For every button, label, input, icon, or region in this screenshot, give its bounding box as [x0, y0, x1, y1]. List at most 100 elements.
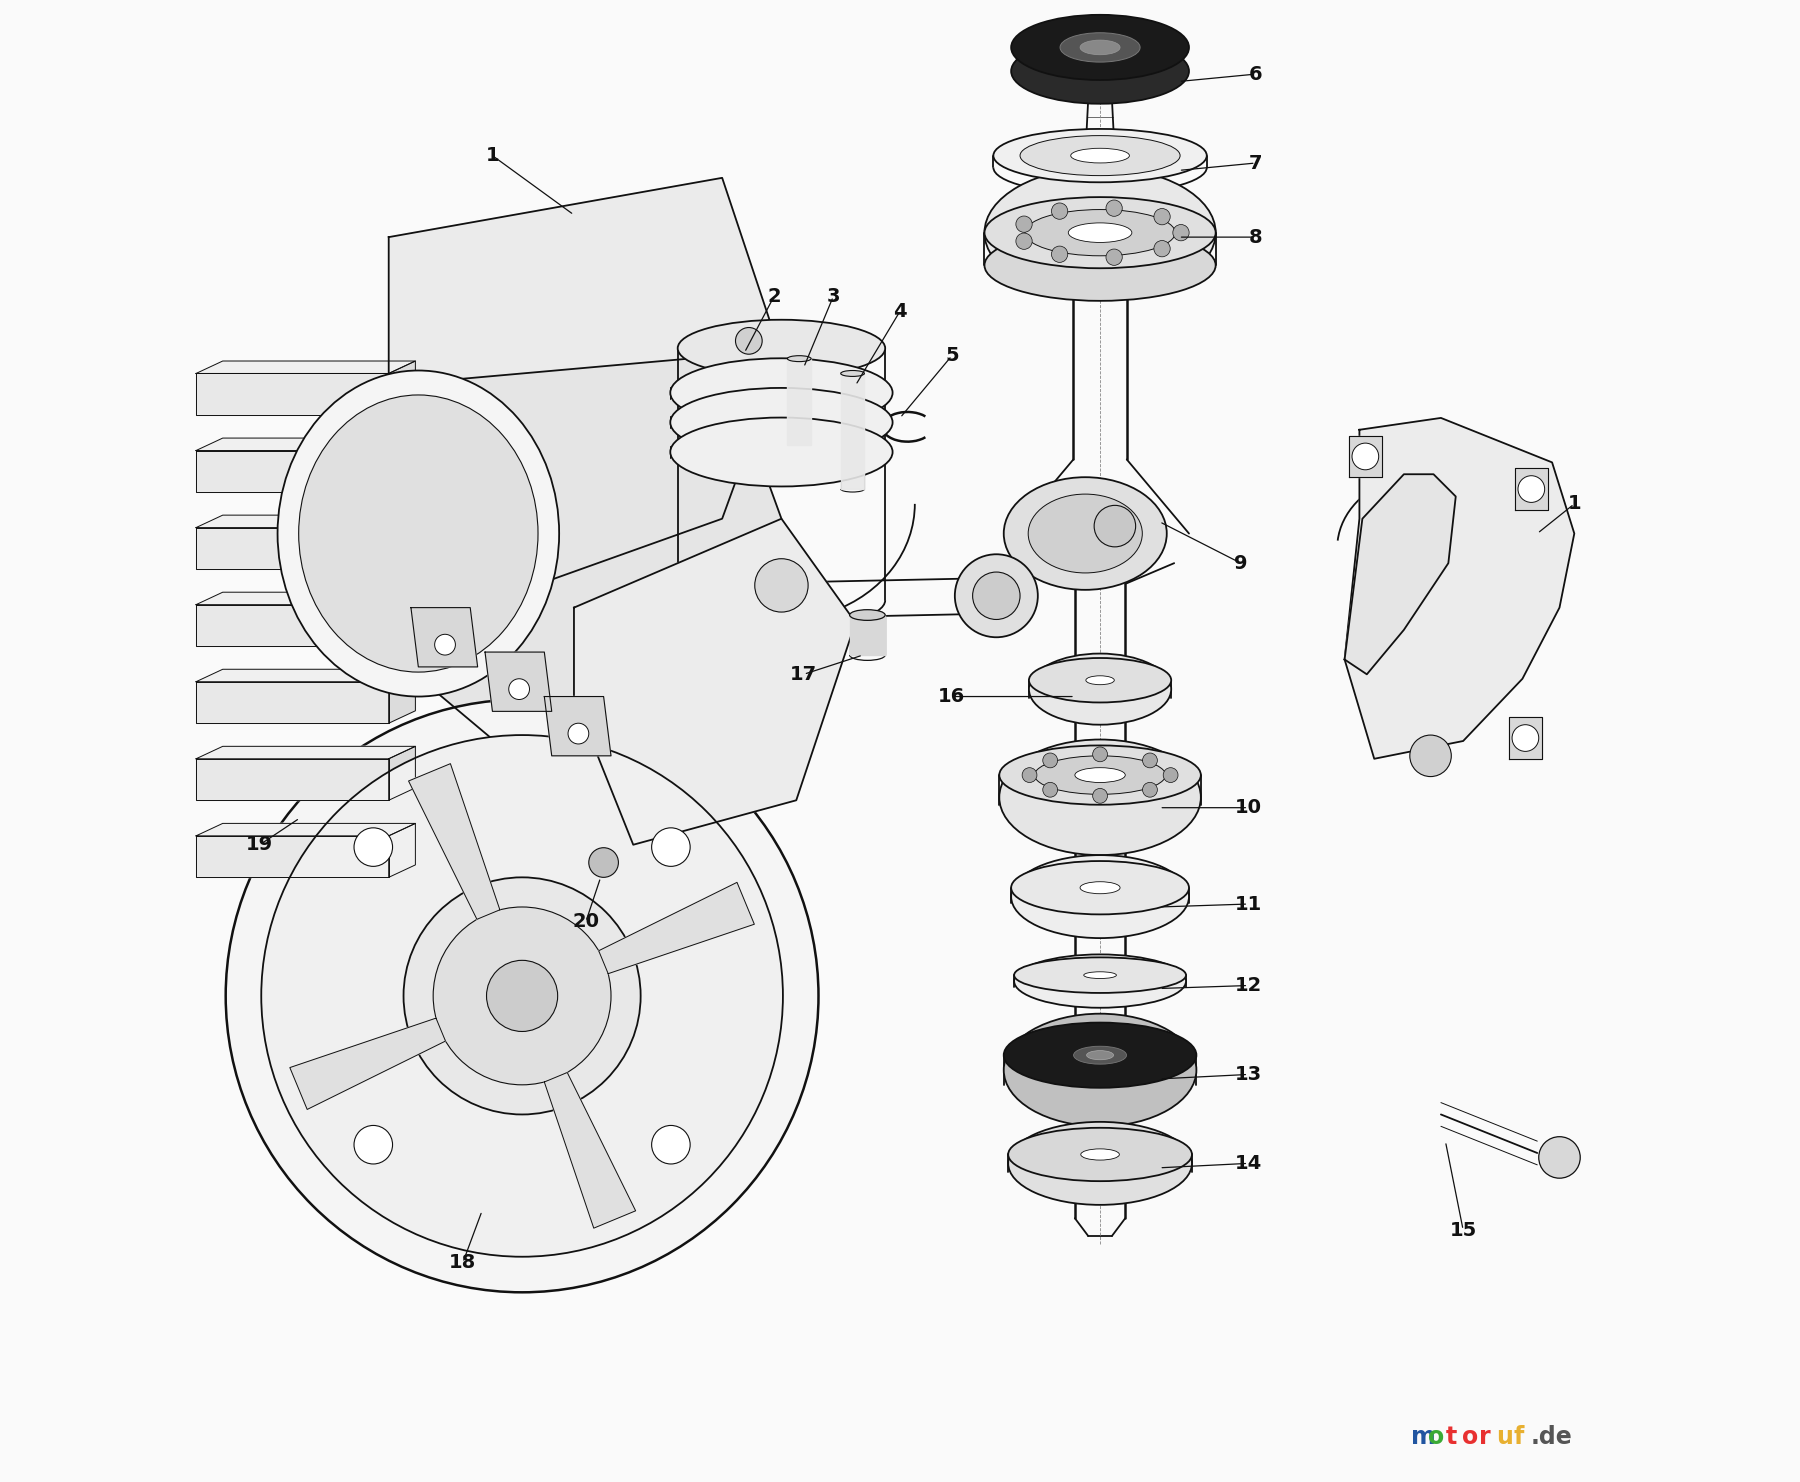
Ellipse shape	[999, 740, 1201, 855]
Text: 12: 12	[1235, 977, 1262, 994]
Circle shape	[1105, 200, 1121, 216]
Ellipse shape	[299, 394, 538, 673]
Circle shape	[1051, 203, 1067, 219]
Circle shape	[434, 907, 610, 1085]
Circle shape	[1022, 768, 1037, 782]
Circle shape	[434, 634, 455, 655]
Text: 8: 8	[1249, 228, 1262, 246]
Polygon shape	[196, 373, 389, 415]
Circle shape	[1105, 249, 1121, 265]
Text: 19: 19	[247, 836, 274, 854]
Text: 3: 3	[826, 288, 841, 305]
Circle shape	[1409, 735, 1451, 777]
Text: 4: 4	[893, 302, 907, 320]
Ellipse shape	[1021, 135, 1181, 176]
Ellipse shape	[994, 129, 1206, 182]
Text: t: t	[1445, 1426, 1456, 1449]
Ellipse shape	[1030, 654, 1172, 725]
Ellipse shape	[1080, 882, 1120, 894]
Text: m: m	[1411, 1426, 1436, 1449]
Polygon shape	[389, 516, 416, 569]
Ellipse shape	[1008, 1122, 1192, 1205]
Ellipse shape	[1012, 855, 1190, 938]
Circle shape	[355, 1125, 392, 1163]
Ellipse shape	[1013, 957, 1186, 993]
Text: 9: 9	[1235, 554, 1247, 572]
Polygon shape	[196, 451, 389, 492]
Circle shape	[1015, 233, 1031, 249]
Polygon shape	[196, 605, 389, 646]
Ellipse shape	[1080, 1149, 1120, 1160]
Polygon shape	[1508, 717, 1543, 759]
Ellipse shape	[1012, 15, 1190, 80]
Circle shape	[1051, 246, 1067, 262]
Circle shape	[225, 700, 819, 1292]
Text: o: o	[1462, 1426, 1478, 1449]
Text: 13: 13	[1235, 1066, 1262, 1083]
Polygon shape	[389, 593, 416, 646]
Ellipse shape	[1008, 1128, 1192, 1181]
Circle shape	[509, 679, 529, 700]
Polygon shape	[841, 373, 864, 489]
Polygon shape	[389, 824, 416, 877]
Ellipse shape	[985, 230, 1215, 301]
Ellipse shape	[670, 359, 893, 427]
Circle shape	[652, 1125, 689, 1163]
Text: 16: 16	[938, 688, 965, 705]
Polygon shape	[1348, 436, 1382, 477]
Polygon shape	[196, 824, 416, 836]
Ellipse shape	[1028, 494, 1143, 574]
Ellipse shape	[277, 370, 560, 697]
Circle shape	[1042, 753, 1058, 768]
Polygon shape	[196, 836, 389, 877]
Ellipse shape	[850, 609, 886, 621]
Circle shape	[486, 960, 558, 1031]
Ellipse shape	[1004, 1023, 1197, 1088]
Polygon shape	[196, 593, 416, 605]
Ellipse shape	[1087, 1051, 1114, 1060]
Ellipse shape	[670, 388, 893, 456]
Circle shape	[754, 559, 808, 612]
Circle shape	[1174, 224, 1190, 242]
Ellipse shape	[999, 745, 1201, 805]
Polygon shape	[290, 1018, 445, 1110]
Text: 18: 18	[450, 1254, 477, 1272]
Text: 2: 2	[767, 288, 781, 305]
Polygon shape	[389, 747, 416, 800]
Ellipse shape	[1030, 658, 1172, 702]
Text: 15: 15	[1449, 1221, 1476, 1239]
Ellipse shape	[985, 197, 1215, 268]
Ellipse shape	[1085, 676, 1114, 685]
Polygon shape	[1516, 468, 1548, 510]
Ellipse shape	[1080, 40, 1120, 55]
Polygon shape	[196, 516, 416, 528]
Text: 7: 7	[1249, 154, 1262, 172]
Circle shape	[1163, 768, 1177, 782]
Circle shape	[1143, 753, 1157, 768]
Polygon shape	[389, 356, 781, 808]
Circle shape	[1093, 788, 1107, 803]
Polygon shape	[196, 682, 389, 723]
Polygon shape	[410, 608, 477, 667]
Ellipse shape	[1073, 1046, 1127, 1064]
Text: r: r	[1480, 1426, 1490, 1449]
Circle shape	[403, 877, 641, 1114]
Text: 20: 20	[572, 913, 599, 931]
Circle shape	[261, 735, 783, 1257]
Polygon shape	[484, 652, 553, 711]
Text: 11: 11	[1235, 895, 1262, 913]
Text: 10: 10	[1235, 799, 1262, 817]
Circle shape	[954, 554, 1039, 637]
Text: .de: .de	[1530, 1426, 1573, 1449]
Ellipse shape	[1060, 33, 1139, 62]
Polygon shape	[196, 759, 389, 800]
Polygon shape	[574, 519, 855, 845]
Polygon shape	[389, 670, 416, 723]
Circle shape	[1352, 443, 1379, 470]
Circle shape	[355, 828, 392, 867]
Circle shape	[1512, 725, 1539, 751]
Polygon shape	[850, 615, 886, 655]
Text: 6: 6	[1249, 65, 1262, 83]
Circle shape	[1517, 476, 1544, 502]
Circle shape	[1539, 1137, 1580, 1178]
